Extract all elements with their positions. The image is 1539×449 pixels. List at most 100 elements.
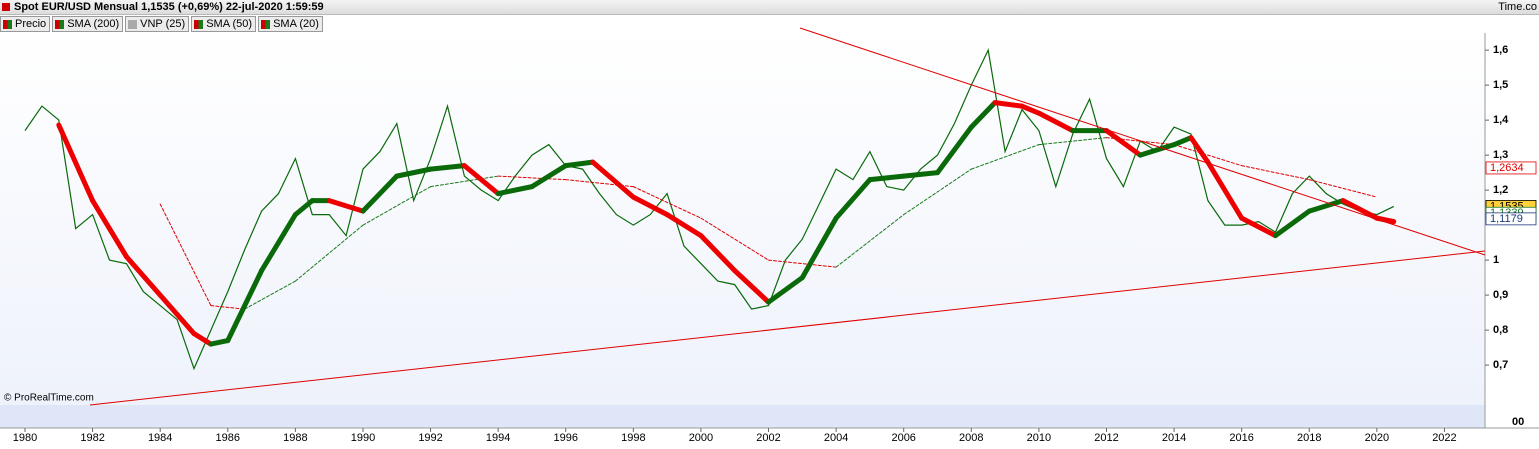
sma-line bbox=[698, 233, 738, 274]
sma-line bbox=[497, 175, 567, 181]
legend-icon bbox=[261, 19, 271, 29]
x-tick-label: 1996 bbox=[554, 432, 578, 444]
sma-line bbox=[1272, 208, 1312, 239]
price-label-box bbox=[1485, 212, 1537, 226]
sma-line bbox=[970, 144, 1040, 170]
legend-item[interactable]: SMA (200) bbox=[52, 16, 124, 32]
legend-icon bbox=[194, 19, 204, 29]
y-tick-label: 1,6 bbox=[1493, 44, 1508, 56]
sma-line bbox=[632, 186, 702, 219]
sma-line bbox=[1188, 135, 1211, 165]
x-tick-label: 2020 bbox=[1365, 432, 1389, 444]
sma-line bbox=[1306, 198, 1346, 214]
sma-line bbox=[292, 198, 315, 218]
y-tick-label: 0,9 bbox=[1493, 289, 1508, 301]
sma-line bbox=[123, 254, 163, 298]
y-tick-label: 0,8 bbox=[1493, 324, 1508, 336]
x-tick-label: 2008 bbox=[959, 432, 983, 444]
x-tick-label: 2018 bbox=[1297, 432, 1321, 444]
sma-line bbox=[210, 305, 246, 310]
x-tick-label: 2002 bbox=[756, 432, 780, 444]
y-tick-label: 1,4 bbox=[1493, 114, 1509, 126]
sma-line bbox=[901, 170, 941, 179]
sma-line bbox=[326, 198, 366, 214]
x-tick-label: 1990 bbox=[351, 432, 375, 444]
sma-line bbox=[766, 275, 805, 305]
x-tick-label: 2004 bbox=[824, 432, 848, 444]
sma-line bbox=[428, 163, 467, 172]
sma-line bbox=[1103, 128, 1143, 158]
sma-line bbox=[208, 338, 231, 347]
legend-icon bbox=[55, 19, 65, 29]
trend-line bbox=[799, 27, 1486, 256]
x-tick-label: 2010 bbox=[1027, 432, 1051, 444]
x-tick-label: 1998 bbox=[621, 432, 645, 444]
sma-line bbox=[191, 331, 214, 347]
legend-item[interactable]: Precio bbox=[0, 16, 51, 32]
sma-line bbox=[1019, 103, 1042, 116]
volume-axis-label: 00 bbox=[1512, 416, 1524, 428]
sma-line bbox=[867, 173, 907, 183]
legend-item[interactable]: SMA (50) bbox=[191, 16, 257, 32]
sma-line bbox=[903, 168, 972, 216]
legend-item[interactable]: SMA (20) bbox=[258, 16, 323, 32]
sma-line bbox=[1374, 215, 1397, 225]
sma-line bbox=[461, 163, 501, 197]
sma-line bbox=[495, 184, 535, 197]
x-tick-label: 1992 bbox=[418, 432, 442, 444]
sma-line bbox=[1137, 142, 1177, 158]
x-tick-label: 1994 bbox=[486, 432, 510, 444]
legend: Precio SMA (200) VNP (25) SMA (50) SMA (20) bbox=[0, 16, 323, 32]
sma-line bbox=[244, 280, 296, 310]
sma-line bbox=[732, 268, 772, 305]
x-tick-label: 2006 bbox=[891, 432, 915, 444]
sma-line bbox=[259, 212, 298, 274]
y-tick-label: 1 bbox=[1493, 254, 1499, 266]
sma-line bbox=[430, 175, 499, 188]
x-tick-label: 1980 bbox=[13, 432, 37, 444]
price-line bbox=[24, 48, 1395, 371]
sma-line bbox=[1036, 110, 1076, 134]
sma-line bbox=[833, 177, 873, 221]
sma-line bbox=[799, 215, 839, 281]
y-tick-label: 1,3 bbox=[1493, 149, 1508, 161]
trend-line bbox=[89, 250, 1486, 406]
x-tick-label: 1984 bbox=[148, 432, 172, 444]
x-tick-label: 2012 bbox=[1094, 432, 1118, 444]
sma-line bbox=[630, 194, 670, 218]
sma-line bbox=[1205, 159, 1245, 221]
legend-label: SMA (20) bbox=[273, 18, 319, 30]
price-label-box bbox=[1485, 161, 1537, 175]
x-tick-label: 2000 bbox=[689, 432, 713, 444]
title-bar: Spot EUR/USD Mensual 1,1535 (+0,69%) 22-… bbox=[0, 0, 1539, 15]
legend-label: VNP (25) bbox=[140, 18, 186, 30]
watermark: © ProRealTime.com bbox=[4, 393, 94, 404]
y-tick-label: 0,7 bbox=[1493, 359, 1508, 371]
sma-line bbox=[590, 159, 636, 200]
price-label: 1,2634 bbox=[1490, 162, 1524, 174]
icon bbox=[2, 3, 10, 11]
title: Spot EUR/USD Mensual 1,1535 (+0,69%) 22-… bbox=[14, 1, 324, 13]
price-label: 1,1179 bbox=[1490, 213, 1523, 225]
sma-line bbox=[157, 292, 197, 337]
sma-line bbox=[294, 224, 364, 282]
y-tick-label: 1,2 bbox=[1493, 184, 1508, 196]
plot-area bbox=[0, 33, 1485, 405]
x-tick-label: 2016 bbox=[1229, 432, 1253, 444]
sma-line bbox=[360, 173, 400, 214]
sma-line bbox=[992, 100, 1025, 109]
sma-line bbox=[835, 214, 905, 268]
y-tick-label: 1,5 bbox=[1493, 79, 1508, 91]
x-tick-label: 1982 bbox=[80, 432, 104, 444]
sma-line bbox=[394, 166, 434, 179]
legend-label: Precio bbox=[15, 18, 47, 30]
x-tick-label: 1986 bbox=[216, 432, 240, 444]
legend-label: SMA (200) bbox=[67, 18, 120, 30]
sma-line bbox=[225, 268, 265, 344]
x-tick-label: 2022 bbox=[1432, 432, 1456, 444]
x-tick-label: 2014 bbox=[1162, 432, 1186, 444]
sma-line bbox=[1241, 165, 1310, 181]
sma-line bbox=[1239, 215, 1278, 239]
legend-item[interactable]: VNP (25) bbox=[125, 16, 190, 32]
